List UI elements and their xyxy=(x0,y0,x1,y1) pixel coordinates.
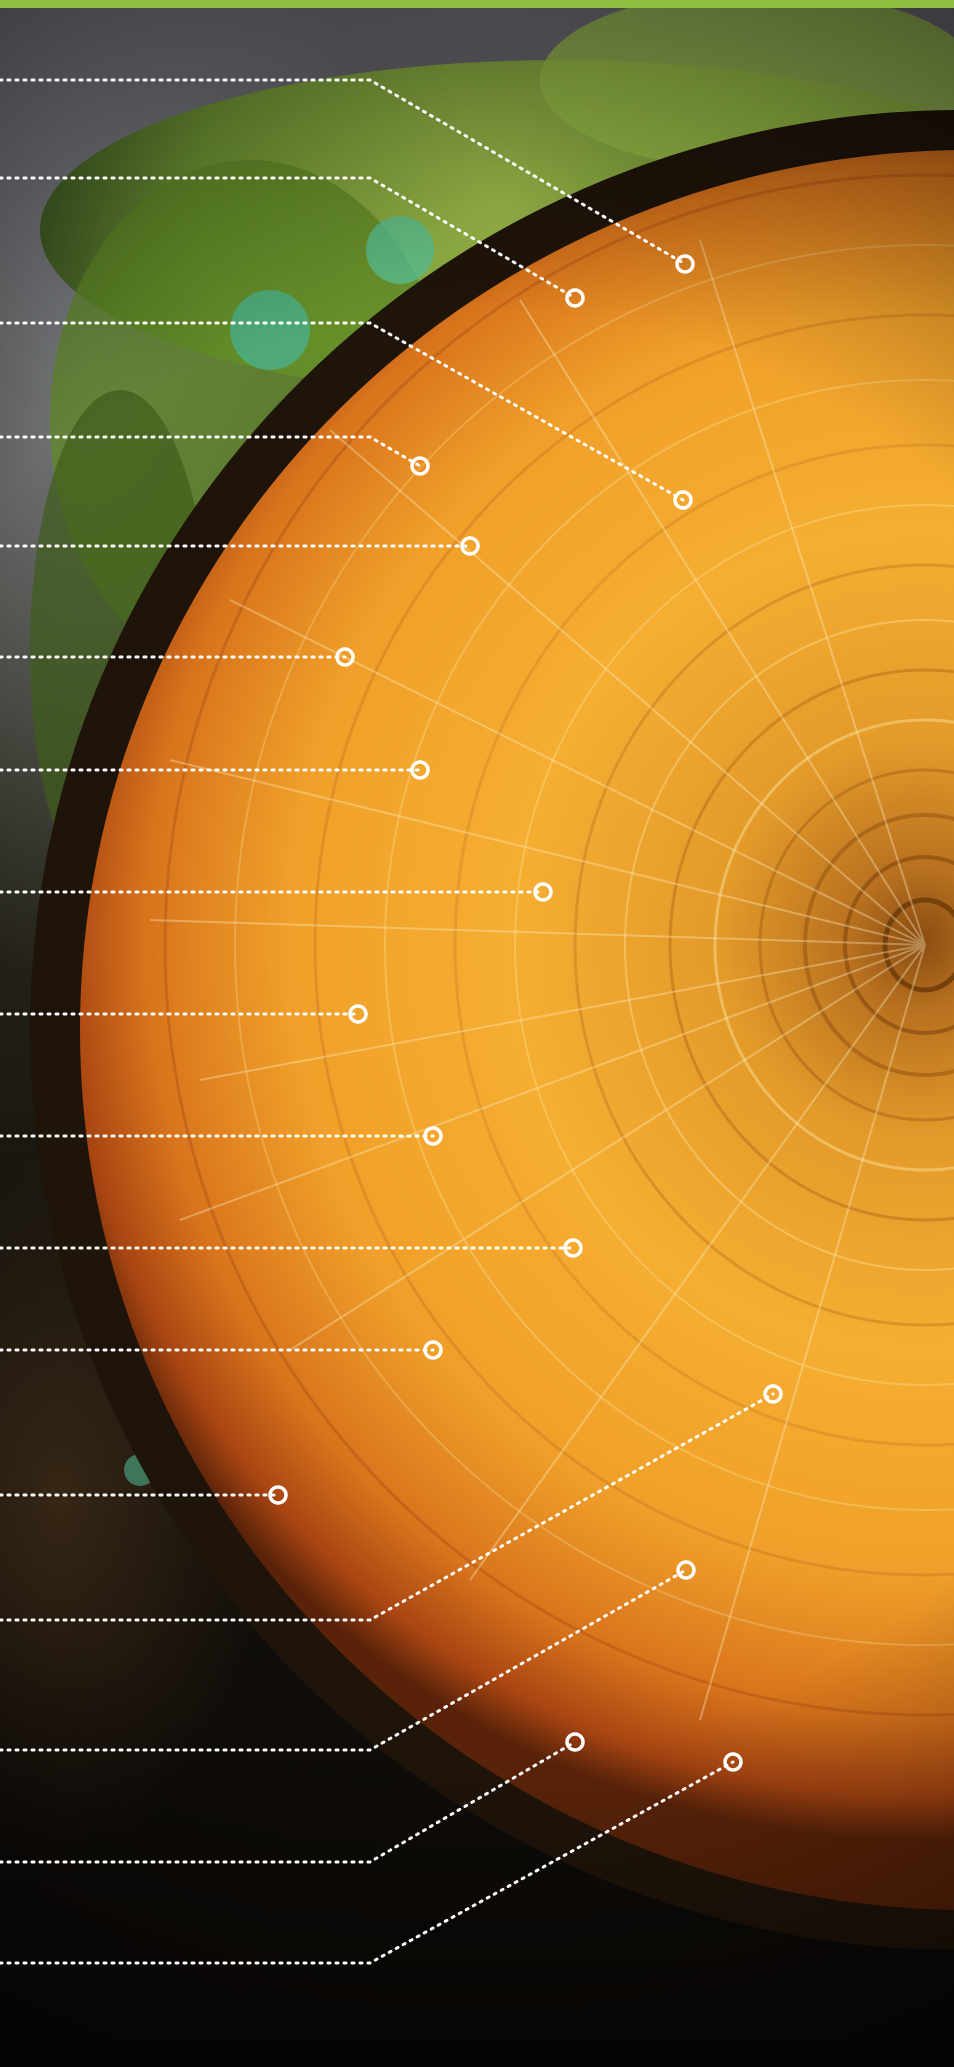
marker-circle-icon xyxy=(763,1384,783,1404)
leader-line xyxy=(0,435,422,468)
marker-circle-icon xyxy=(460,536,480,556)
leader-line xyxy=(0,1760,735,1965)
leader-line xyxy=(0,1740,577,1864)
leader-line xyxy=(0,1568,688,1752)
marker-circle-icon xyxy=(533,882,553,902)
leader-line xyxy=(0,78,687,266)
marker-circle-icon xyxy=(268,1485,288,1505)
marker-circle-icon xyxy=(335,647,355,667)
marker-circle-icon xyxy=(676,1560,696,1580)
marker-circle-icon xyxy=(563,1238,583,1258)
annotation-leaders xyxy=(0,78,775,1965)
marker-circle-icon xyxy=(565,288,585,308)
marker-circle-icon xyxy=(673,490,693,510)
marker-circle-icon xyxy=(410,456,430,476)
marker-circle-icon xyxy=(348,1004,368,1024)
marker-circle-icon xyxy=(675,254,695,274)
leader-line xyxy=(0,321,685,502)
leader-line xyxy=(0,1392,775,1622)
annotation-markers xyxy=(268,254,783,1772)
marker-circle-icon xyxy=(423,1340,443,1360)
marker-circle-icon xyxy=(723,1752,743,1772)
marker-circle-icon xyxy=(410,760,430,780)
marker-circle-icon xyxy=(565,1732,585,1752)
leader-line xyxy=(0,176,577,300)
marker-circle-icon xyxy=(423,1126,443,1146)
accent-bar xyxy=(0,0,954,8)
